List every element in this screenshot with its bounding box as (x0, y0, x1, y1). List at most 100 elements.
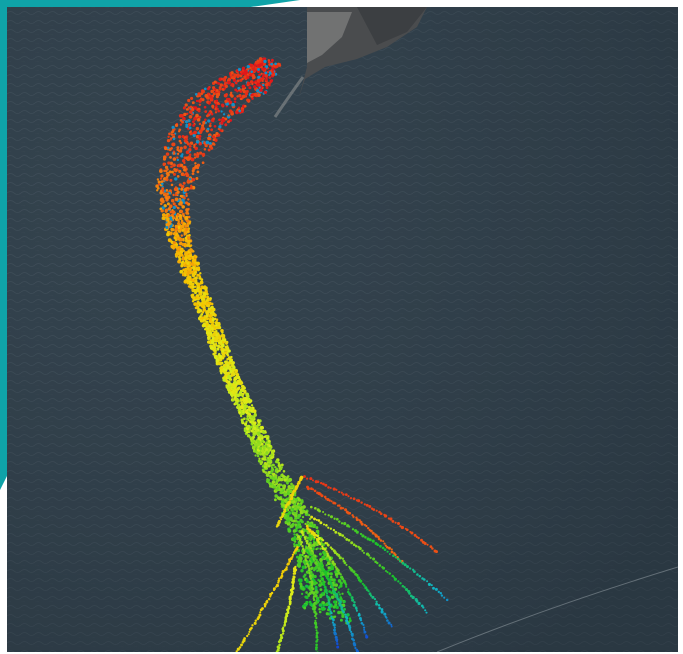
plume-particle (170, 244, 175, 249)
plume-particle (315, 529, 320, 534)
plume-particle (180, 224, 185, 229)
plume-particle (269, 484, 272, 488)
plume-particle (224, 366, 227, 370)
plume-particle (300, 592, 304, 596)
plume-particle (198, 287, 202, 291)
trail-particle (335, 517, 339, 521)
coastline-land (273, 7, 427, 118)
plume-particle (257, 93, 261, 97)
plume-particle (199, 151, 203, 155)
plume-particle (224, 99, 228, 104)
plume-particle (246, 67, 249, 71)
plume-particle (178, 183, 182, 187)
trail-particle (365, 524, 368, 528)
plume-particle (156, 189, 159, 192)
plume-particle (197, 109, 201, 113)
plume-particle (226, 371, 231, 375)
plume-particle (327, 566, 331, 570)
trail-particle (324, 572, 327, 576)
trail-particle (345, 537, 349, 541)
plume-particle (242, 89, 247, 94)
trail-particle (323, 548, 327, 551)
trail-particle (279, 576, 283, 579)
plume-particle (217, 339, 221, 343)
plume-particle (316, 601, 320, 604)
plume-particle (176, 247, 180, 251)
trail-particle (367, 590, 370, 593)
plume-particle (172, 232, 176, 236)
trail-particle (246, 634, 249, 638)
plume-particle (237, 68, 241, 72)
plume-particle (323, 607, 327, 610)
plume-particle (263, 461, 267, 465)
trail-particle (435, 550, 438, 554)
trail-particle (332, 528, 336, 532)
trail-particle (282, 510, 286, 514)
plume-particle (189, 132, 193, 136)
trail-particle (288, 598, 291, 601)
plume-particle (337, 586, 341, 589)
plume-particle (311, 578, 314, 581)
plume-particle (263, 465, 268, 469)
trail-particle (278, 643, 281, 647)
plume-particle (238, 391, 243, 395)
plume-particle (210, 128, 214, 132)
trail-particle (391, 519, 395, 523)
plume-particle (279, 477, 284, 482)
trail-particle (328, 608, 332, 611)
plume-particle (268, 76, 272, 79)
plume-particle (241, 387, 245, 391)
trail-particle (374, 534, 378, 538)
plume-particle (265, 448, 269, 451)
plume-particle (291, 505, 295, 509)
plume-particle (217, 334, 221, 337)
trail-particle (327, 514, 330, 517)
trail-particle (378, 564, 382, 567)
plume-particle (209, 94, 213, 98)
trail-particle (347, 495, 350, 498)
plume-particle (250, 417, 254, 422)
plume-particle (241, 384, 245, 389)
plume-particle (223, 371, 228, 375)
trail-particle (324, 497, 327, 500)
trail-particle (426, 580, 429, 583)
trail-particle (355, 607, 358, 611)
plume-particle (294, 523, 298, 527)
plume-particle (204, 94, 209, 98)
trail-particle (325, 550, 328, 553)
plume-particle (273, 498, 277, 502)
plume-particle (187, 215, 191, 219)
trail-particle (338, 490, 341, 494)
plume-particle (170, 165, 173, 169)
trail-particle (443, 596, 446, 599)
trail-particle (362, 626, 366, 629)
trail-particle (358, 519, 361, 522)
plume-particle (277, 461, 281, 465)
satellite-map[interactable] (7, 7, 678, 652)
trail-particle (335, 594, 339, 598)
plume-particle (185, 208, 189, 212)
plume-particle (275, 480, 279, 484)
trail-particle (312, 595, 315, 598)
plume-particle (234, 370, 238, 374)
plume-particle (212, 346, 217, 350)
plume-particle (262, 57, 265, 61)
plume-particle (209, 109, 212, 113)
trail-particle (416, 573, 419, 576)
plume-particle (292, 500, 296, 504)
plume-particle (189, 282, 193, 286)
plume-particle (180, 234, 184, 237)
plume-particle (265, 473, 270, 477)
plume-particle (215, 95, 219, 99)
trail-particle (236, 647, 240, 651)
plume-particle (245, 411, 249, 415)
trail-particle (363, 630, 367, 634)
trail-particle (263, 602, 267, 606)
trail-particle (292, 582, 295, 585)
plume-particle (264, 430, 267, 433)
trail-particle (360, 522, 364, 526)
plume-particle (185, 112, 189, 116)
trail-particle (254, 619, 258, 622)
plume-particle (239, 397, 243, 401)
